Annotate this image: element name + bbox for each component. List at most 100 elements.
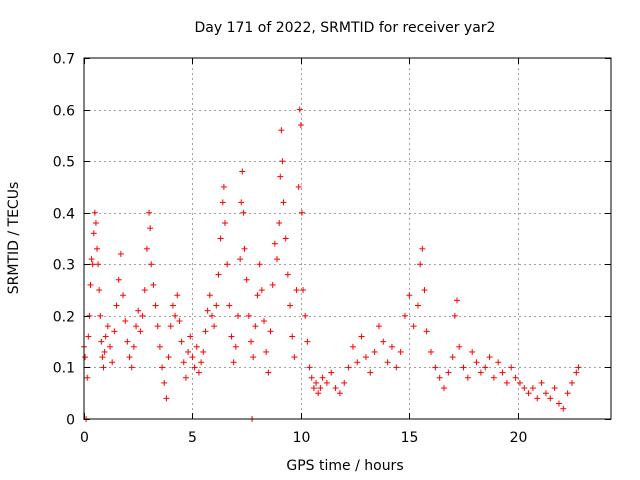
data-point: [516, 379, 523, 386]
data-point: [380, 338, 387, 345]
data-point: [89, 261, 96, 268]
data-point: [176, 318, 183, 325]
data-point: [96, 287, 103, 294]
data-point: [146, 209, 153, 216]
data-point: [564, 390, 571, 397]
data-point: [172, 312, 179, 319]
data-point: [293, 287, 300, 294]
data-point: [165, 354, 172, 361]
data-point: [239, 168, 246, 175]
data-point: [256, 261, 263, 268]
chart-title: Day 171 of 2022, SRMTID for receiver yar…: [195, 20, 496, 36]
data-point: [226, 302, 233, 309]
data-point: [538, 379, 545, 386]
data-point: [525, 390, 532, 397]
data-point: [313, 379, 320, 386]
data-point: [122, 318, 129, 325]
data-point: [94, 245, 101, 252]
data-point: [469, 348, 476, 355]
data-point: [427, 348, 434, 355]
data-point: [284, 271, 291, 278]
data-point: [208, 312, 215, 319]
data-point: [354, 359, 361, 366]
data-point: [137, 328, 144, 335]
data-point: [464, 374, 471, 381]
data-point: [302, 312, 309, 319]
data-point: [269, 281, 276, 288]
data-point: [310, 385, 317, 392]
data-point: [204, 307, 211, 314]
data-point: [193, 343, 200, 350]
y-tick-label: 0.1: [53, 361, 75, 377]
data-point: [267, 328, 274, 335]
data-point: [277, 173, 284, 180]
data-point: [234, 312, 241, 319]
data-point: [202, 328, 209, 335]
data-point: [258, 287, 265, 294]
data-point: [187, 333, 194, 340]
data-point: [252, 323, 259, 330]
data-point: [247, 338, 254, 345]
data-point: [282, 235, 289, 242]
data-point: [167, 323, 174, 330]
data-point: [82, 354, 89, 361]
data-point: [185, 348, 192, 355]
data-point: [575, 364, 582, 371]
data-point: [473, 359, 480, 366]
data-point: [454, 297, 461, 304]
data-points: [81, 106, 582, 422]
y-tick-label: 0.5: [53, 155, 75, 171]
y-tick-label: 0.7: [53, 52, 75, 68]
data-point: [291, 354, 298, 361]
data-point: [219, 199, 226, 206]
data-point: [263, 348, 270, 355]
data-point: [306, 364, 313, 371]
data-point: [169, 302, 176, 309]
data-point: [495, 359, 502, 366]
data-point: [308, 374, 315, 381]
data-point: [375, 323, 382, 330]
data-point: [120, 292, 127, 299]
data-point: [84, 374, 91, 381]
data-point: [542, 390, 549, 397]
data-point: [220, 183, 227, 190]
data-point: [87, 281, 94, 288]
data-point: [254, 292, 261, 299]
data-point: [414, 302, 421, 309]
data-point: [271, 240, 278, 247]
data-point: [101, 348, 108, 355]
data-point: [534, 395, 541, 402]
data-point: [99, 354, 106, 361]
y-tick-label: 0: [66, 413, 75, 429]
y-tick-label: 0.6: [53, 104, 75, 120]
data-point: [241, 245, 248, 252]
data-point: [95, 261, 102, 268]
data-point: [410, 323, 417, 330]
data-point: [482, 364, 489, 371]
data-point: [345, 364, 352, 371]
data-point: [115, 276, 122, 283]
data-point: [180, 359, 187, 366]
data-point: [295, 183, 302, 190]
data-point: [512, 374, 519, 381]
data-point: [406, 292, 413, 299]
data-point: [358, 333, 365, 340]
data-point: [245, 312, 252, 319]
data-point: [102, 333, 109, 340]
axis-ticks: 0 0.1 0.2 0.3 0.4 0.5 0.6 0.7 0 5 10 15 20: [53, 52, 611, 446]
data-point: [150, 281, 157, 288]
data-point: [460, 364, 467, 371]
data-point: [261, 318, 268, 325]
data-point: [449, 354, 456, 361]
data-point: [92, 220, 99, 227]
data-point: [451, 312, 458, 319]
data-point: [191, 364, 198, 371]
data-point: [124, 338, 131, 345]
data-point: [393, 364, 400, 371]
data-point: [98, 338, 105, 345]
data-point: [224, 261, 231, 268]
data-point: [573, 369, 580, 376]
data-point: [521, 385, 528, 392]
data-point: [423, 328, 430, 335]
